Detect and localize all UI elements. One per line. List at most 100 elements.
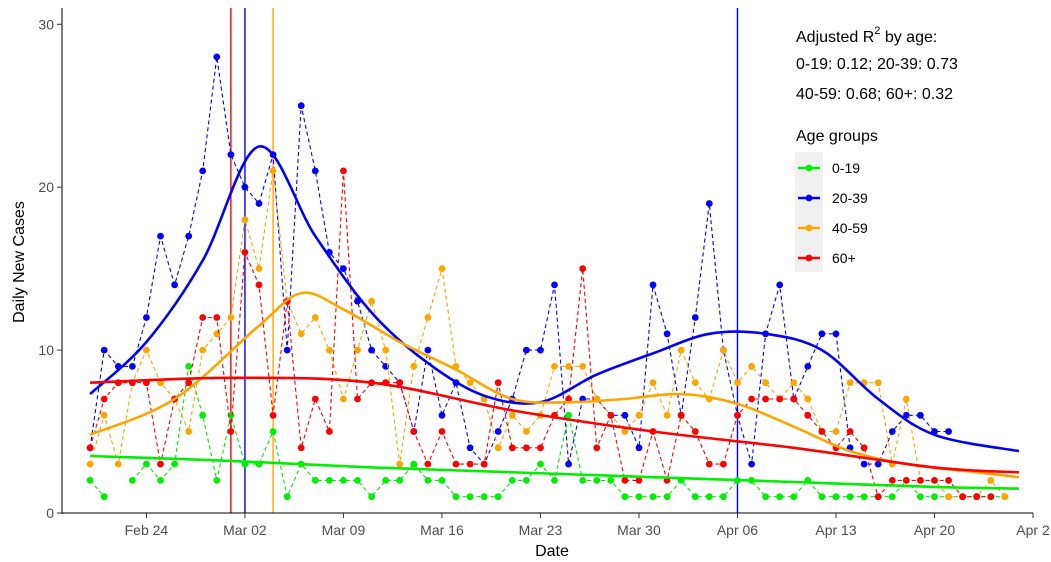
data-point-0-19 — [340, 477, 347, 484]
data-point-60+ — [691, 428, 699, 435]
data-point-0-19 — [846, 493, 854, 501]
data-point-0-19 — [494, 493, 502, 501]
observed-series — [86, 53, 1009, 501]
data-point-40-59 — [382, 346, 390, 354]
legend-key-point — [805, 254, 813, 262]
x-tick-label: Apr 13 — [815, 522, 856, 538]
data-point-60+ — [762, 395, 769, 403]
data-point-40-59 — [311, 314, 319, 321]
data-point-40-59 — [649, 379, 657, 387]
data-point-60+ — [931, 477, 938, 484]
data-point-0-19 — [86, 477, 94, 484]
reference-lines — [230, 8, 739, 513]
data-point-0-19 — [283, 493, 291, 501]
data-point-60+ — [480, 460, 488, 468]
data-point-60+ — [86, 444, 94, 452]
data-point-20-39 — [523, 346, 530, 354]
data-point-40-59 — [297, 330, 305, 338]
data-point-0-19 — [354, 477, 361, 484]
data-point-20-39 — [241, 183, 249, 191]
data-point-20-39 — [100, 346, 108, 354]
data-point-40-59 — [157, 379, 164, 387]
data-point-0-19 — [649, 493, 657, 501]
data-point-60+ — [720, 460, 727, 468]
data-point-0-19 — [705, 493, 713, 501]
data-point-20-39 — [466, 444, 474, 452]
data-point-0-19 — [691, 493, 699, 501]
data-point-0-19 — [424, 477, 432, 484]
data-point-0-19 — [579, 477, 587, 484]
data-point-40-59 — [410, 363, 418, 370]
data-point-20-39 — [621, 411, 629, 419]
data-point-0-19 — [663, 493, 671, 501]
data-point-40-59 — [945, 493, 952, 501]
data-point-0-19 — [860, 493, 868, 501]
y-tick-label: 20 — [38, 179, 54, 195]
data-point-20-39 — [537, 346, 544, 354]
data-point-40-59 — [734, 379, 741, 387]
data-point-0-19 — [438, 477, 446, 484]
legend-title: Age groups — [796, 128, 878, 145]
data-point-60+ — [508, 444, 516, 452]
data-point-40-59 — [762, 379, 769, 387]
data-point-40-59 — [114, 460, 122, 468]
data-point-40-59 — [551, 363, 558, 370]
data-point-40-59 — [269, 167, 277, 175]
legend-key-point — [805, 224, 813, 232]
observed-line-0-19 — [89, 366, 1005, 499]
data-point-0-19 — [157, 477, 164, 484]
data-point-60+ — [255, 281, 263, 289]
data-point-40-59 — [143, 346, 150, 354]
data-point-40-59 — [396, 460, 404, 468]
data-point-40-59 — [987, 477, 995, 484]
data-point-40-59 — [663, 411, 671, 419]
data-point-60+ — [452, 460, 460, 468]
data-point-20-39 — [691, 314, 699, 321]
data-point-60+ — [705, 460, 713, 468]
data-point-60+ — [917, 477, 924, 484]
data-point-40-59 — [804, 395, 812, 403]
observed-line-20-39 — [89, 56, 949, 466]
data-point-20-39 — [157, 232, 164, 240]
data-point-0-19 — [382, 477, 390, 484]
data-point-20-39 — [565, 460, 572, 468]
data-point-60+ — [945, 477, 952, 484]
data-point-0-19 — [720, 493, 727, 501]
data-point-60+ — [523, 444, 530, 452]
data-point-20-39 — [818, 330, 826, 338]
data-point-0-19 — [452, 493, 460, 501]
data-point-60+ — [874, 493, 882, 501]
data-point-60+ — [438, 428, 446, 435]
data-point-20-39 — [705, 200, 713, 207]
x-tick-label: Mar 16 — [420, 522, 464, 538]
data-point-20-39 — [283, 346, 291, 354]
data-point-60+ — [565, 395, 572, 403]
data-point-40-59 — [621, 428, 629, 435]
data-point-40-59 — [185, 428, 193, 435]
x-tick-label: Mar 30 — [617, 522, 661, 538]
data-point-0-19 — [326, 477, 333, 484]
legend-label: 40-59 — [832, 220, 868, 236]
data-point-40-59 — [748, 363, 755, 370]
data-point-0-19 — [537, 460, 544, 468]
annotation-line-2: 40-59: 0.68; 60+: 0.32 — [796, 86, 953, 103]
data-point-0-19 — [410, 460, 418, 468]
data-point-40-59 — [213, 330, 221, 338]
x-tick-label: Apr 2 — [1016, 522, 1050, 538]
data-point-0-19 — [100, 493, 108, 501]
data-point-40-59 — [720, 346, 727, 354]
x-tick-label: Apr 06 — [717, 522, 758, 538]
data-point-20-39 — [129, 363, 136, 370]
data-point-20-39 — [340, 265, 347, 272]
data-point-0-19 — [931, 493, 938, 501]
annotation: Adjusted R2 by age: 0-19: 0.12; 20-39: 0… — [796, 25, 958, 103]
data-point-40-59 — [635, 411, 643, 419]
data-point-20-39 — [874, 460, 882, 468]
data-point-40-59 — [874, 379, 882, 387]
legend-label: 60+ — [832, 250, 856, 266]
data-point-60+ — [297, 444, 305, 452]
data-point-40-59 — [691, 379, 699, 387]
data-point-60+ — [621, 477, 629, 484]
data-point-60+ — [537, 444, 544, 452]
data-point-40-59 — [326, 346, 333, 354]
